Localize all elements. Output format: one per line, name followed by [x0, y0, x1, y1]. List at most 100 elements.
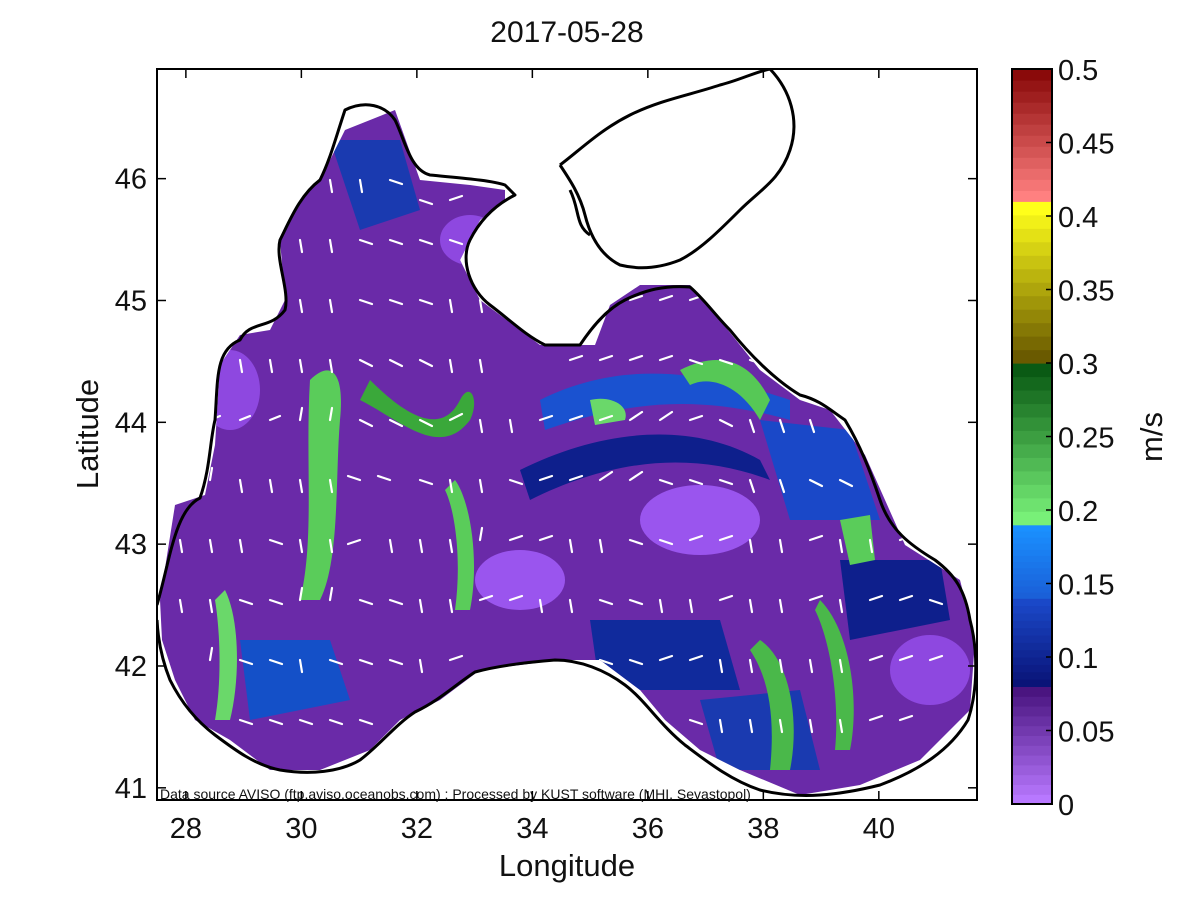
colorbar-band	[1012, 363, 1052, 378]
colorbar-label: m/s	[1134, 412, 1169, 462]
colorbar-band	[1012, 745, 1052, 756]
colorbar-band	[1012, 764, 1052, 776]
colorbar-band	[1012, 309, 1052, 324]
colorbar-band	[1012, 389, 1052, 405]
y-tick-label: 44	[115, 407, 147, 439]
colorbar-band	[1012, 430, 1052, 445]
colorbar-band	[1012, 228, 1052, 243]
y-tick-label: 42	[115, 651, 147, 683]
colorbar-band	[1012, 124, 1052, 136]
colorbar-band	[1012, 484, 1052, 499]
colorbar-band	[1012, 634, 1052, 643]
y-axis-title: Latitude	[70, 379, 105, 489]
colorbar-band	[1012, 735, 1052, 746]
colorbar-tick-label: 0.35	[1058, 276, 1114, 308]
x-axis-title: Longitude	[499, 848, 635, 883]
colorbar-band	[1012, 755, 1052, 766]
colorbar-band	[1012, 605, 1052, 614]
colorbar-tick-label: 0.5	[1058, 55, 1098, 87]
colorbar-band	[1012, 102, 1052, 114]
x-tick-label: 34	[516, 813, 548, 845]
chart-title: 2017-05-28	[490, 16, 643, 49]
colorbar-band	[1012, 457, 1052, 472]
y-tick-label: 46	[115, 164, 147, 196]
colorbar-band	[1012, 725, 1052, 736]
colorbar-band	[1012, 671, 1052, 680]
colorbar-band	[1012, 696, 1052, 707]
colorbar-band	[1012, 657, 1052, 665]
colorbar-band	[1012, 349, 1052, 364]
y-tick-label: 41	[115, 773, 147, 805]
colorbar-band	[1012, 549, 1052, 556]
colorbar-tick-label: 0.3	[1058, 349, 1098, 381]
colorbar-band	[1012, 524, 1052, 532]
colorbar-band	[1012, 555, 1052, 563]
colorbar-band	[1012, 80, 1052, 92]
credit-text: Data source AVISO (ftp.aviso.oceanobs.co…	[160, 786, 751, 802]
colorbar-band	[1012, 543, 1052, 550]
x-tick-label: 38	[747, 813, 779, 845]
x-tick-label: 36	[632, 813, 664, 845]
x-tick-label: 28	[170, 813, 202, 845]
colorbar-tick-label: 0.45	[1058, 129, 1114, 161]
colorbar-band	[1012, 679, 1052, 687]
colorbar-band	[1012, 598, 1052, 607]
colorbar-band	[1012, 612, 1052, 621]
colorbar-band	[1012, 561, 1052, 569]
colorbar-band	[1012, 179, 1052, 191]
colorbar-band	[1012, 113, 1052, 125]
colorbar-band	[1012, 135, 1052, 147]
colorbar-band	[1012, 282, 1052, 297]
colorbar-band	[1012, 376, 1052, 391]
colorbar-band	[1012, 794, 1052, 805]
colorbar-band	[1012, 774, 1052, 785]
colorbar-band	[1012, 295, 1052, 310]
colorbar-band	[1012, 416, 1052, 431]
colorbar-band	[1012, 146, 1052, 158]
colorbar-band	[1012, 573, 1052, 581]
x-tick-label: 32	[401, 813, 433, 845]
colorbar-band	[1012, 190, 1052, 202]
colorbar-band	[1012, 715, 1052, 727]
colorbar-band	[1012, 322, 1052, 337]
y-axis: 41 42 43 44 45 46	[115, 164, 977, 805]
colorbar-band	[1012, 69, 1052, 81]
colorbar-band	[1012, 403, 1052, 418]
colorbar-tick-label: 0.15	[1058, 570, 1114, 602]
colorbar-band	[1012, 255, 1052, 270]
colorbar-band	[1012, 592, 1052, 599]
colorbar-band	[1012, 664, 1052, 673]
colorbar-band	[1012, 784, 1052, 795]
colorbar-band	[1012, 201, 1052, 216]
colorbar-band	[1012, 536, 1052, 544]
colorbar-tick-label: 0.2	[1058, 496, 1098, 528]
colorbar-band	[1012, 686, 1052, 697]
colorbar-band	[1012, 268, 1052, 283]
x-axis: 28 30 32 34 36 38 40	[170, 69, 895, 845]
colorbar-band	[1012, 642, 1052, 651]
colorbar-band	[1012, 585, 1052, 593]
colorbar-band	[1012, 497, 1052, 512]
colorbar-band	[1012, 91, 1052, 103]
colorbar: 0 0.05 0.1 0.15 0.2 0.25 0.3 0.35 0.4 0.45 0.5	[1011, 55, 1114, 822]
coastline	[157, 69, 977, 797]
colorbar-tick-label: 0	[1058, 790, 1074, 822]
colorbar-band	[1012, 579, 1052, 587]
colorbar-band	[1012, 214, 1052, 229]
colorbar-band	[1012, 443, 1052, 458]
colorbar-band	[1012, 627, 1052, 636]
y-tick-label: 45	[115, 285, 147, 317]
colorbar-band	[1012, 567, 1052, 575]
colorbar-band	[1012, 620, 1052, 629]
y-tick-label: 43	[115, 529, 147, 561]
x-tick-label: 40	[863, 813, 895, 845]
colorbar-band	[1012, 168, 1052, 180]
colorbar-band	[1012, 649, 1052, 658]
x-tick-label: 30	[285, 813, 317, 845]
colorbar-tick-label: 0.05	[1058, 717, 1114, 749]
colorbar-band	[1012, 511, 1052, 526]
colorbar-band	[1012, 706, 1052, 717]
colorbar-band	[1012, 157, 1052, 169]
colorbar-tick-label: 0.25	[1058, 423, 1114, 455]
